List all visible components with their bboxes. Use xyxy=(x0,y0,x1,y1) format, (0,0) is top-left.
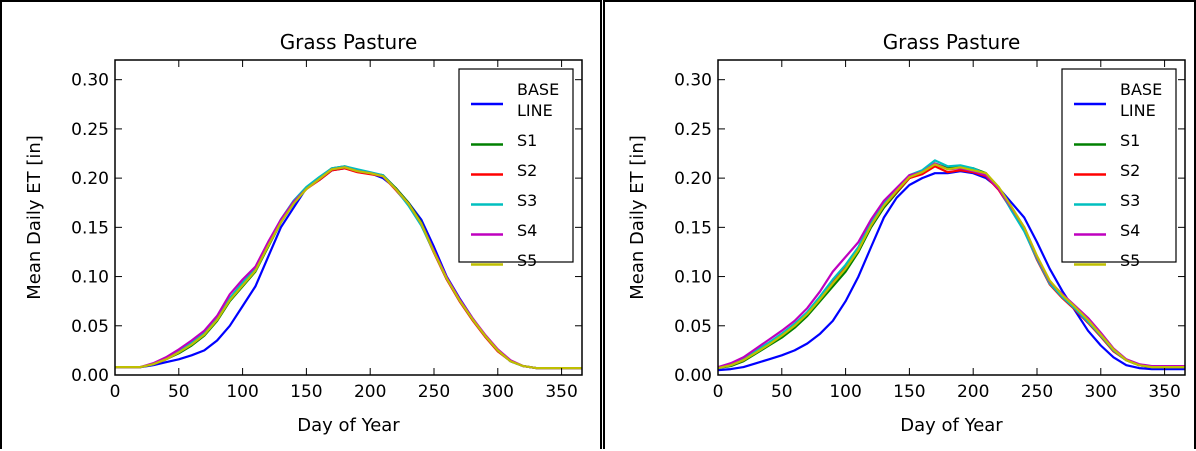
plot-frame xyxy=(717,59,1186,376)
y-tick-label: 0.20 xyxy=(71,169,109,189)
legend-entry-label: S1 xyxy=(517,131,537,150)
x-tick-label: 250 xyxy=(1021,382,1053,402)
y-tick-label: 0.05 xyxy=(674,317,712,337)
y-tick-label: 0.20 xyxy=(674,169,712,189)
chart-title: Grass Pasture xyxy=(280,30,418,54)
legend-entry-label: S2 xyxy=(1120,161,1140,180)
x-axis-label: Day of Year xyxy=(900,415,1003,436)
legend-box xyxy=(458,68,574,263)
y-tick-label: 0.25 xyxy=(71,120,109,140)
x-tick-label: 50 xyxy=(771,382,793,402)
x-tick-label: 200 xyxy=(354,382,386,402)
plot-area xyxy=(718,159,1185,372)
x-tick-label: 350 xyxy=(545,382,577,402)
legend: BASE LINE S1 S2 S3 S4 S5 xyxy=(458,68,574,270)
x-tick-label: 200 xyxy=(957,382,989,402)
y-tick-label: 0.30 xyxy=(674,71,712,91)
plot-area xyxy=(115,165,582,370)
chart-title: Grass Pasture xyxy=(883,30,1021,54)
x-tick-label: 150 xyxy=(893,382,925,402)
legend-entry-label: S1 xyxy=(1120,131,1140,150)
legend-box xyxy=(1061,68,1177,263)
series-line-s5 xyxy=(115,166,582,370)
legend-entry-label: S3 xyxy=(1120,191,1140,210)
legend-entry-label: S2 xyxy=(517,161,537,180)
chart-left: Grass Pasture Day of Year Mean Daily ET [i… xyxy=(24,30,583,436)
legend-entry-label: S4 xyxy=(1120,221,1140,240)
x-tick-label: 100 xyxy=(226,382,258,402)
x-tick-label: 350 xyxy=(1148,382,1180,402)
y-tick-label: 0.15 xyxy=(71,218,109,238)
y-tick-label: 0.05 xyxy=(71,317,109,337)
legend-entry-label: S3 xyxy=(517,191,537,210)
chart-right: Grass Pasture Day of Year Mean Daily ET [i… xyxy=(627,30,1186,436)
x-tick-label: 300 xyxy=(1085,382,1117,402)
y-axis-label: Mean Daily ET [in] xyxy=(627,135,648,300)
legend-entry-label: S4 xyxy=(517,221,537,240)
x-tick-label: 0 xyxy=(110,382,121,402)
x-tick-label: 0 xyxy=(713,382,724,402)
y-tick-label: 0.15 xyxy=(674,218,712,238)
y-tick-label: 0.10 xyxy=(71,268,109,288)
y-tick-label: 0.10 xyxy=(674,268,712,288)
y-tick-label: 0.25 xyxy=(674,120,712,140)
x-tick-label: 250 xyxy=(418,382,450,402)
y-axis-label: Mean Daily ET [in] xyxy=(24,135,45,300)
legend-entry-label: BASE LINE xyxy=(1120,80,1162,120)
legend-entry-label: BASE LINE xyxy=(517,80,559,120)
y-tick-label: 0.30 xyxy=(71,71,109,91)
chart-panel-left: Grass Pasture Day of Year Mean Daily ET [i… xyxy=(0,0,602,449)
x-tick-label: 50 xyxy=(168,382,190,402)
legend-entry-label: S5 xyxy=(517,251,537,270)
y-tick-label: 0.00 xyxy=(71,366,109,386)
legend-entry-label: S5 xyxy=(1120,251,1140,270)
plot-frame xyxy=(114,59,583,376)
y-tick-label: 0.00 xyxy=(674,366,712,386)
legend: BASE LINE S1 S2 S3 S4 S5 xyxy=(1061,68,1177,270)
x-tick-label: 150 xyxy=(290,382,322,402)
x-tick-label: 300 xyxy=(482,382,514,402)
x-axis-label: Day of Year xyxy=(297,415,400,436)
x-tick-label: 100 xyxy=(829,382,861,402)
series-line-s5 xyxy=(718,163,1185,370)
chart-panel-right: Grass Pasture Day of Year Mean Daily ET [i… xyxy=(603,0,1196,449)
